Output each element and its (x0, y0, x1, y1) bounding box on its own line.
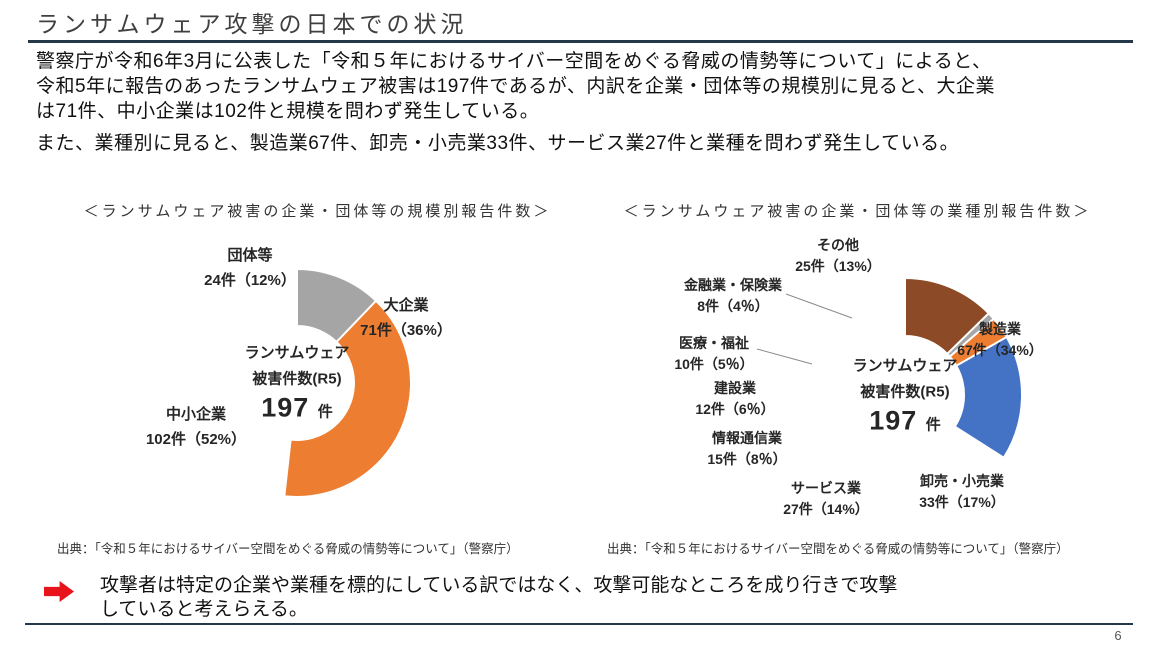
left-chart-title: ＜ランサムウェア被害の企業・団体等の規模別報告件数＞ (83, 203, 552, 220)
segment-label: サービス業 27件（14%） (783, 480, 869, 517)
intro-paragraph: 警察庁が令和6年3月に公表した「令和５年におけるサイバー空間をめぐる脅威の情勢等… (36, 51, 996, 122)
center-total: 197 件 (869, 405, 941, 436)
page-number: 6 (1114, 628, 1122, 643)
segment-label: 中小企業 102件（52%） (145, 406, 247, 448)
center-total: 197 件 (261, 392, 333, 423)
left-chart-source: 出典：「令和５年におけるサイバー空間をめぐる脅威の情勢等について」（警察庁） (57, 542, 519, 556)
right-chart-source: 出典：「令和５年におけるサイバー空間をめぐる脅威の情勢等について」（警察庁） (607, 542, 1069, 556)
segment-label: 卸売・小売業 33件（17%） (919, 473, 1005, 510)
segment-label: 医療・福祉 10件（5％） (674, 335, 754, 372)
segment-label: 団体等 24件（12%） (204, 247, 296, 289)
center-line-1: ランサムウェア (852, 357, 958, 375)
industry-donut-chart (904, 277, 1023, 460)
right-chart-title: ＜ランサムウェア被害の企業・団体等の業種別報告件数＞ (623, 203, 1092, 220)
segment-label: 製造業 67件（34%） (957, 321, 1043, 358)
conclusion-text: 攻撃者は特定の企業や業種を標的にしている訳ではなく、攻撃可能なところを成り行きで… (100, 575, 898, 620)
center-line-1: ランサムウェア (244, 344, 350, 362)
center-line-2: 被害件数(R5) (252, 370, 342, 388)
segment-label: 金融業・保険業 8件（4％） (684, 277, 782, 314)
title-divider (28, 40, 1133, 43)
segment-label: その他 25件（13%） (795, 237, 881, 274)
right-donut-center-label: ランサムウェア 被害件数(R5) 197 件 (853, 354, 958, 441)
donut-segment-7 (904, 277, 991, 356)
bottom-divider (25, 623, 1133, 625)
page-title: ランサムウェア攻撃の日本での状況 (36, 11, 468, 37)
company-size-donut-chart (283, 268, 412, 498)
left-donut-center-label: ランサムウェア 被害件数(R5) 197 件 (245, 341, 350, 428)
industry-paragraph: また、業種別に見ると、製造業67件、卸売・小売業33件、サービス業27件と業種を… (36, 133, 960, 154)
segment-label: 情報通信業 15件（8％） (707, 430, 787, 467)
red-arrow-icon (44, 581, 74, 602)
segment-label: 大企業 71件（36%） (360, 297, 452, 339)
donut-segment-2 (296, 268, 378, 344)
segment-label: 建設業 12件（6％） (695, 380, 775, 417)
center-line-2: 被害件数(R5) (860, 383, 950, 401)
